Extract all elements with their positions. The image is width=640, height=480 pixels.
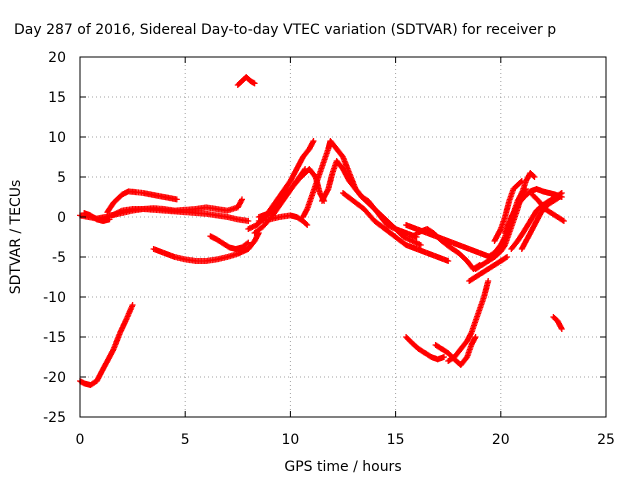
series-arc-04 [104,188,180,216]
series-arc-07 [207,233,252,252]
plot-frame [79,56,607,418]
series-markers [81,210,113,224]
series-markers [491,178,525,244]
x-tick-label: 15 [387,432,405,448]
series-arc-05 [108,196,245,219]
series-arc-24 [491,178,525,244]
series-markers [108,196,245,219]
y-tick-label: 20 [48,50,66,66]
series-markers [207,233,252,252]
x-axis-label: GPS time / hours [284,459,401,475]
x-tick-label: 25 [597,432,615,448]
series-markers [529,191,567,224]
series-markers [550,314,565,332]
y-tick-label: 5 [57,170,66,186]
chart-title: Day 287 of 2016, Sidereal Day-to-day VTE… [14,22,556,38]
x-tick-label: 20 [492,432,510,448]
x-tick-label: 10 [281,432,299,448]
series-markers [403,334,447,363]
series-markers [104,188,180,216]
series-arc-14 [319,158,424,248]
y-axis-label: SDTVAR / TECUs [8,180,24,295]
y-tick-label: -10 [43,290,66,306]
series-arc-03 [81,210,113,224]
series-markers [150,230,262,264]
series-arc-28 [529,191,567,224]
series-arc-21 [466,254,511,284]
y-tick-label: -5 [52,250,66,266]
y-tick-label: 10 [48,130,66,146]
x-tick-label: 5 [181,432,190,448]
series-markers [319,158,424,248]
series-markers [234,74,258,88]
y-tick-label: -25 [43,410,66,426]
series-arc-29 [550,314,565,332]
y-tick-label: 15 [48,90,66,106]
series-arc-20 [445,278,492,364]
series-arc-06 [150,230,262,264]
series-arc-18 [403,334,447,363]
series-markers [255,212,311,228]
series-arc-15 [340,190,452,264]
y-tick-label: -20 [43,370,66,386]
y-tick-label: -15 [43,330,66,346]
data-series [77,74,567,388]
series-markers [466,254,511,284]
series-markers [340,190,452,264]
y-tick-label: 0 [57,210,66,226]
series-arc-12 [255,212,311,228]
series-arc-08 [234,74,258,88]
axis-ticks: 0 5 10 15 20 25 20 15 10 5 0 -5 -10 -15 -20 -25 [43,50,615,448]
series-markers [445,278,492,364]
x-tick-label: 0 [76,432,85,448]
